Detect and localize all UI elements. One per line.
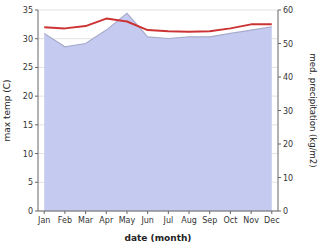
- y2-tick: [278, 110, 281, 111]
- y-tick: [35, 124, 38, 125]
- x-tick: [189, 211, 190, 214]
- precipitation-line: [44, 13, 272, 47]
- y-tick-label: 10: [23, 150, 33, 159]
- x-tick-label: Nov: [243, 216, 259, 225]
- grid-line: [38, 10, 278, 11]
- y-tick-label: 0: [28, 207, 33, 216]
- y2-tick: [278, 77, 281, 78]
- y-tick: [35, 96, 38, 97]
- y-tick-label: 20: [23, 92, 33, 101]
- y2-tick-label: 40: [283, 73, 293, 82]
- y-tick-label: 30: [23, 35, 33, 44]
- y2-tick-label: 30: [283, 107, 293, 116]
- y2-tick: [278, 144, 281, 145]
- y-tick-label: 5: [28, 178, 33, 187]
- x-tick-label: May: [119, 216, 136, 225]
- x-tick-label: Oct: [223, 216, 237, 225]
- y-tick: [35, 211, 38, 212]
- y-tick: [35, 67, 38, 68]
- y-tick-label: 35: [23, 6, 33, 15]
- x-tick: [126, 211, 127, 214]
- x-tick: [44, 211, 45, 214]
- y-axis-line: [38, 10, 39, 211]
- x-axis-line: [38, 211, 278, 212]
- y-tick: [35, 38, 38, 39]
- temperature-line: [44, 19, 272, 32]
- y-tick: [35, 10, 38, 11]
- x-tick: [209, 211, 210, 214]
- x-tick: [230, 211, 231, 214]
- x-tick-label: Jan: [37, 216, 50, 225]
- y-tick-label: 15: [23, 121, 33, 130]
- y-tick: [35, 182, 38, 183]
- y-tick: [35, 153, 38, 154]
- y2-tick: [278, 10, 281, 11]
- x-tick-label: Mar: [78, 216, 94, 225]
- x-tick-label: Dec: [264, 216, 279, 225]
- x-tick: [147, 211, 148, 214]
- y2-tick-label: 50: [283, 40, 293, 49]
- x-tick-label: Jun: [140, 216, 154, 225]
- x-tick: [271, 211, 272, 214]
- y2-tick: [278, 43, 281, 44]
- plot-area: [44, 13, 272, 211]
- y-axis-label: max temp (C): [2, 79, 12, 141]
- y2-tick-label: 0: [283, 207, 288, 216]
- x-tick: [85, 211, 86, 214]
- y2-tick: [278, 177, 281, 178]
- x-tick-label: Apr: [99, 216, 114, 225]
- x-tick: [106, 211, 107, 214]
- x-tick: [168, 211, 169, 214]
- x-tick: [64, 211, 65, 214]
- x-axis-label: date (month): [125, 233, 192, 243]
- x-tick-label: Feb: [58, 216, 72, 225]
- y2-tick-label: 60: [283, 6, 293, 15]
- y2-tick: [278, 211, 281, 212]
- y2-axis-label: med. precipitation (kg/m2): [308, 53, 318, 167]
- precipitation-area: [44, 13, 272, 211]
- x-tick-label: Sep: [202, 216, 217, 225]
- x-tick: [251, 211, 252, 214]
- grid-line: [38, 211, 278, 212]
- x-tick-label: Aug: [181, 216, 197, 225]
- chart: Jan Feb Mar Apr May Jun Jul Aug Sep Oct Nov Dec 0 5 10…: [0, 0, 318, 247]
- x-tick-label: Jul: [163, 216, 174, 225]
- y2-tick-label: 10: [283, 174, 293, 183]
- y-tick-label: 25: [23, 63, 33, 72]
- y2-tick-label: 20: [283, 140, 293, 149]
